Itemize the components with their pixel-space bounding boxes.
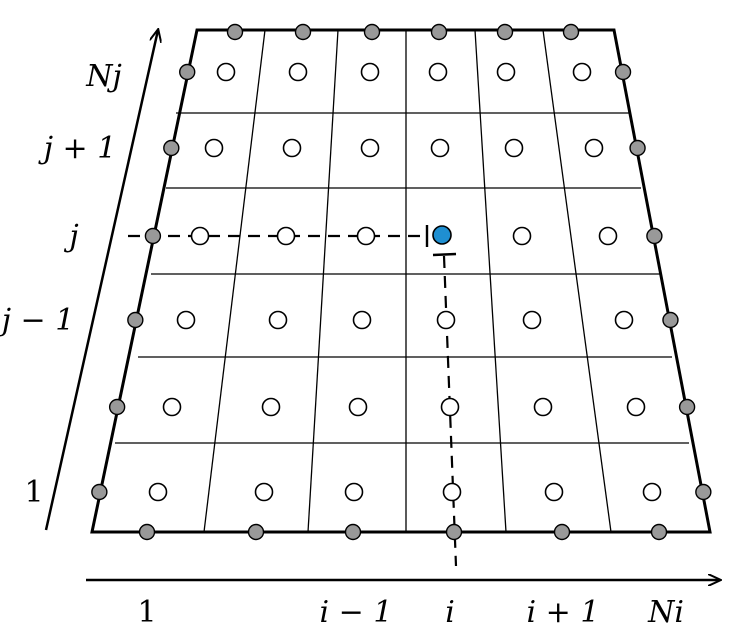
cell-center-node xyxy=(442,482,462,502)
j-label-j-plus-1: j + 1 xyxy=(38,131,117,166)
cell-centers xyxy=(148,62,662,502)
grid-lines xyxy=(90,28,712,534)
cell-center-node xyxy=(614,310,634,330)
cell-center-node xyxy=(288,62,308,82)
i-label-i: i xyxy=(445,595,455,630)
boundary-node xyxy=(430,23,448,41)
grid-vertical-line xyxy=(203,29,266,533)
j-label-j: j xyxy=(63,219,78,254)
guide-lines xyxy=(128,225,458,567)
cell-center-node xyxy=(216,62,236,82)
j-label-nj: Nj xyxy=(85,59,122,94)
cell-center-node xyxy=(642,482,662,502)
highlighted-node xyxy=(432,225,452,245)
cell-center-node xyxy=(344,482,364,502)
boundary-node xyxy=(629,139,646,157)
i-label-1: 1 xyxy=(137,595,156,630)
cell-center-node xyxy=(360,62,380,82)
j-label-1: 1 xyxy=(24,475,43,510)
boundary-node xyxy=(363,23,381,41)
boundary-node xyxy=(614,63,632,81)
boundary-node xyxy=(344,523,362,541)
cell-center-node xyxy=(162,397,182,417)
cell-center-node xyxy=(148,482,168,502)
grid-vertical-line xyxy=(542,29,612,533)
boundary-node xyxy=(127,311,144,329)
boundary-node xyxy=(226,23,244,41)
cell-center-node xyxy=(533,397,553,417)
domain-boundary xyxy=(90,28,712,534)
cell-center-node xyxy=(430,138,450,158)
cell-center-node xyxy=(276,226,296,246)
i-label-ni: Ni xyxy=(647,595,684,630)
cell-center-node xyxy=(598,226,618,246)
cell-center-node xyxy=(572,62,592,82)
boundary-node xyxy=(662,311,679,329)
boundary-node xyxy=(695,483,712,501)
boundary-node xyxy=(445,523,463,541)
j-axis-arrow xyxy=(44,30,158,531)
boundary-node xyxy=(144,227,162,245)
j-label-j-minus-1: j − 1 xyxy=(0,303,74,338)
i-label-i-plus-1: i + 1 xyxy=(527,595,600,630)
boundary-node xyxy=(163,139,180,157)
cell-center-node xyxy=(348,397,368,417)
cell-center-node xyxy=(428,62,448,82)
boundary-node xyxy=(646,227,663,245)
cell-center-node xyxy=(436,310,456,330)
boundary-node xyxy=(562,23,580,41)
boundary-node xyxy=(247,523,265,541)
boundary-node xyxy=(179,63,196,81)
cell-center-node xyxy=(360,138,380,158)
cell-center-node xyxy=(496,62,516,82)
cell-center-node xyxy=(254,482,274,502)
cell-center-node xyxy=(504,138,524,158)
column-guide-tick xyxy=(432,252,457,257)
cell-center-node xyxy=(626,397,646,417)
cell-center-node xyxy=(440,397,460,417)
column-guide-line xyxy=(442,255,458,567)
cell-center-node xyxy=(190,226,210,246)
cell-center-node xyxy=(204,138,224,158)
grid-vertical-line xyxy=(474,29,507,533)
boundary-node xyxy=(678,398,696,416)
boundary-node xyxy=(294,23,312,41)
boundary-node xyxy=(496,23,514,41)
i-label-i-minus-1: i − 1 xyxy=(320,595,393,630)
boundary-node xyxy=(138,523,156,541)
grid-vertical-line xyxy=(307,29,339,533)
boundary-nodes xyxy=(91,23,712,541)
boundary-node xyxy=(650,523,668,541)
cell-center-node xyxy=(584,138,604,158)
boundary-node xyxy=(553,523,571,541)
cell-center-node xyxy=(282,138,302,158)
boundary-node xyxy=(91,483,108,501)
cell-center-node xyxy=(176,310,196,330)
cell-center-node xyxy=(512,226,532,246)
cell-center-node xyxy=(522,310,542,330)
cell-center-node xyxy=(544,482,564,502)
cell-center-node xyxy=(261,397,281,417)
cell-center-node xyxy=(268,310,288,330)
cell-center-node xyxy=(356,226,376,246)
boundary-node xyxy=(108,398,126,416)
cell-center-node xyxy=(352,310,372,330)
